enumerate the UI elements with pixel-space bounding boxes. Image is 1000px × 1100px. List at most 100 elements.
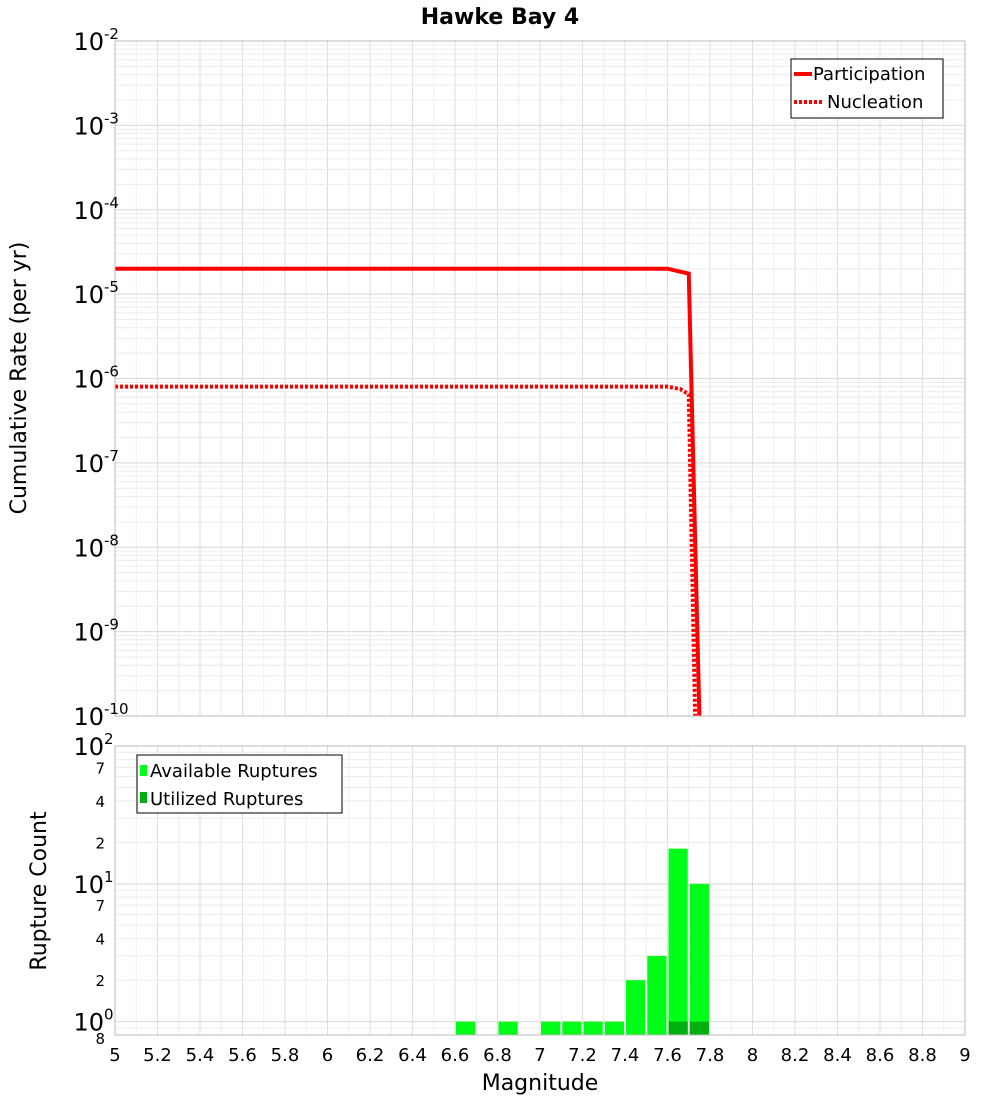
available-ruptures-bar bbox=[626, 980, 646, 1035]
y-tick-base: 10 bbox=[73, 28, 104, 56]
available-ruptures-bar bbox=[498, 1021, 518, 1035]
x-tick-label: 6.6 bbox=[441, 1045, 470, 1066]
rate-legend: Participation Nucleation bbox=[790, 58, 944, 119]
y-tick-exponent: -10 bbox=[104, 700, 129, 718]
y-tick-base: 10 bbox=[73, 450, 104, 478]
x-tick-label: 5 bbox=[109, 1045, 120, 1066]
x-tick-label: 8.2 bbox=[781, 1045, 810, 1066]
x-ticks: 5 5.2 5.4 5.6 5.8 6 6.2 6.4 6.6 6.8 7 7.2 7.4 7.6 7.8 8… bbox=[109, 1045, 970, 1066]
y-tick-label: 10 -10 bbox=[73, 700, 128, 731]
y-tick-base: 10 bbox=[73, 281, 104, 309]
rate-lines bbox=[115, 266, 702, 717]
y-tick-exponent: -3 bbox=[104, 109, 119, 127]
y-tick-label: 10 -8 bbox=[73, 531, 119, 562]
x-tick-label: 7.8 bbox=[696, 1045, 725, 1066]
y-minor-tick-label: 2 bbox=[95, 972, 105, 990]
x-tick-label: 5.4 bbox=[186, 1045, 215, 1066]
y-tick-base: 10 bbox=[73, 112, 104, 140]
x-tick-label: 8.8 bbox=[908, 1045, 937, 1066]
y-tick-label: 10 -5 bbox=[73, 278, 119, 309]
y-tick-label: 10 -6 bbox=[73, 363, 119, 394]
y-tick-exponent: -2 bbox=[104, 25, 119, 43]
legend-participation-label: Participation bbox=[813, 64, 925, 85]
y-tick-exponent: -8 bbox=[104, 531, 119, 549]
x-tick-label: 5.6 bbox=[228, 1045, 257, 1066]
y-tick-label: 10 -9 bbox=[73, 616, 119, 647]
x-tick-label: 6.4 bbox=[398, 1045, 427, 1066]
y-tick-label: 10 0 bbox=[73, 1006, 113, 1037]
legend-utilized-swatch bbox=[140, 792, 147, 803]
x-tick-label: 5.8 bbox=[271, 1045, 300, 1066]
available-ruptures-bar bbox=[456, 1021, 476, 1035]
x-axis-label: Magnitude bbox=[482, 1071, 599, 1096]
y-tick-exponent: 2 bbox=[104, 730, 114, 748]
utilized-ruptures-bar bbox=[668, 1021, 688, 1035]
y-tick-exponent: -9 bbox=[104, 616, 119, 634]
x-tick-label: 8 bbox=[747, 1045, 758, 1066]
available-ruptures-bar bbox=[604, 1021, 624, 1035]
y-tick-exponent: -4 bbox=[104, 194, 119, 212]
y-minor-tick-label: 7 bbox=[95, 897, 105, 915]
y-minor-tick-label: 8 bbox=[95, 1030, 105, 1048]
available-ruptures-bar bbox=[668, 848, 688, 1035]
available-ruptures-bar bbox=[647, 955, 667, 1035]
y-minor-tick-label: 2 bbox=[95, 834, 105, 852]
y-minor-tick-label: 4 bbox=[95, 793, 105, 811]
rate-y-axis-label: Cumulative Rate (per yr) bbox=[7, 242, 32, 515]
rate-y-ticks: 10-210-310-410-510-610-710-810-910-10 bbox=[73, 25, 128, 731]
count-y-axis-label: Rupture Count bbox=[27, 811, 52, 971]
y-tick-label: 10 -3 bbox=[73, 109, 119, 140]
y-tick-label: 10 2 bbox=[73, 730, 113, 761]
count-legend: Available Ruptures Utilized Ruptures bbox=[136, 754, 343, 814]
y-tick-exponent: -6 bbox=[104, 363, 119, 381]
series-participation-line bbox=[115, 266, 702, 717]
x-tick-label: 6 bbox=[322, 1045, 333, 1066]
y-tick-exponent: 0 bbox=[104, 1006, 114, 1024]
x-tick-label: 6.2 bbox=[356, 1045, 385, 1066]
y-tick-label: 10 -7 bbox=[73, 447, 119, 478]
y-minor-tick-label: 4 bbox=[95, 931, 105, 949]
chart-title: Hawke Bay 4 bbox=[421, 5, 579, 30]
x-tick-label: 9 bbox=[959, 1045, 970, 1066]
rate-legend-box bbox=[790, 58, 944, 119]
y-tick-base: 10 bbox=[73, 366, 104, 394]
x-tick-label: 8.6 bbox=[866, 1045, 895, 1066]
legend-nucleation-label: Nucleation bbox=[827, 92, 923, 113]
y-tick-exponent: -5 bbox=[104, 278, 119, 296]
available-ruptures-bar bbox=[689, 883, 709, 1035]
y-tick-base: 10 bbox=[73, 703, 104, 731]
x-tick-label: 6.8 bbox=[483, 1045, 512, 1066]
x-tick-label: 8.4 bbox=[823, 1045, 852, 1066]
y-tick-exponent: 1 bbox=[104, 868, 114, 886]
y-tick-base: 10 bbox=[73, 1009, 104, 1037]
y-tick-label: 10 -2 bbox=[73, 25, 119, 56]
x-tick-label: 7.6 bbox=[653, 1045, 682, 1066]
utilized-ruptures-bar bbox=[689, 1021, 709, 1035]
count-plot-frame bbox=[114, 745, 966, 1036]
y-tick-base: 10 bbox=[73, 534, 104, 562]
y-tick-base: 10 bbox=[73, 733, 104, 761]
x-tick-label: 7.2 bbox=[568, 1045, 597, 1066]
legend-available-label: Available Ruptures bbox=[150, 761, 318, 782]
available-ruptures-bar bbox=[541, 1021, 561, 1035]
count-legend-box bbox=[136, 754, 343, 814]
available-ruptures-bar bbox=[562, 1021, 582, 1035]
x-tick-label: 7 bbox=[534, 1045, 545, 1066]
series-nucleation-line bbox=[115, 384, 698, 717]
y-tick-base: 10 bbox=[73, 197, 104, 225]
y-tick-exponent: -7 bbox=[104, 447, 119, 465]
available-ruptures-bar bbox=[583, 1021, 603, 1035]
x-tick-label: 7.4 bbox=[611, 1045, 640, 1066]
legend-utilized-label: Utilized Ruptures bbox=[150, 789, 303, 810]
y-tick-label: 10 -4 bbox=[73, 194, 119, 225]
x-tick-label: 5.2 bbox=[143, 1045, 172, 1066]
rate-panel: 10-210-310-410-510-610-710-810-910-10 Cu… bbox=[7, 25, 966, 731]
legend-available-swatch bbox=[140, 765, 147, 776]
y-tick-base: 10 bbox=[73, 619, 104, 647]
rate-grid bbox=[114, 41, 966, 717]
rate-plot-frame bbox=[114, 40, 966, 717]
y-minor-tick-label: 7 bbox=[95, 759, 105, 777]
y-tick-label: 10 1 bbox=[73, 868, 113, 899]
